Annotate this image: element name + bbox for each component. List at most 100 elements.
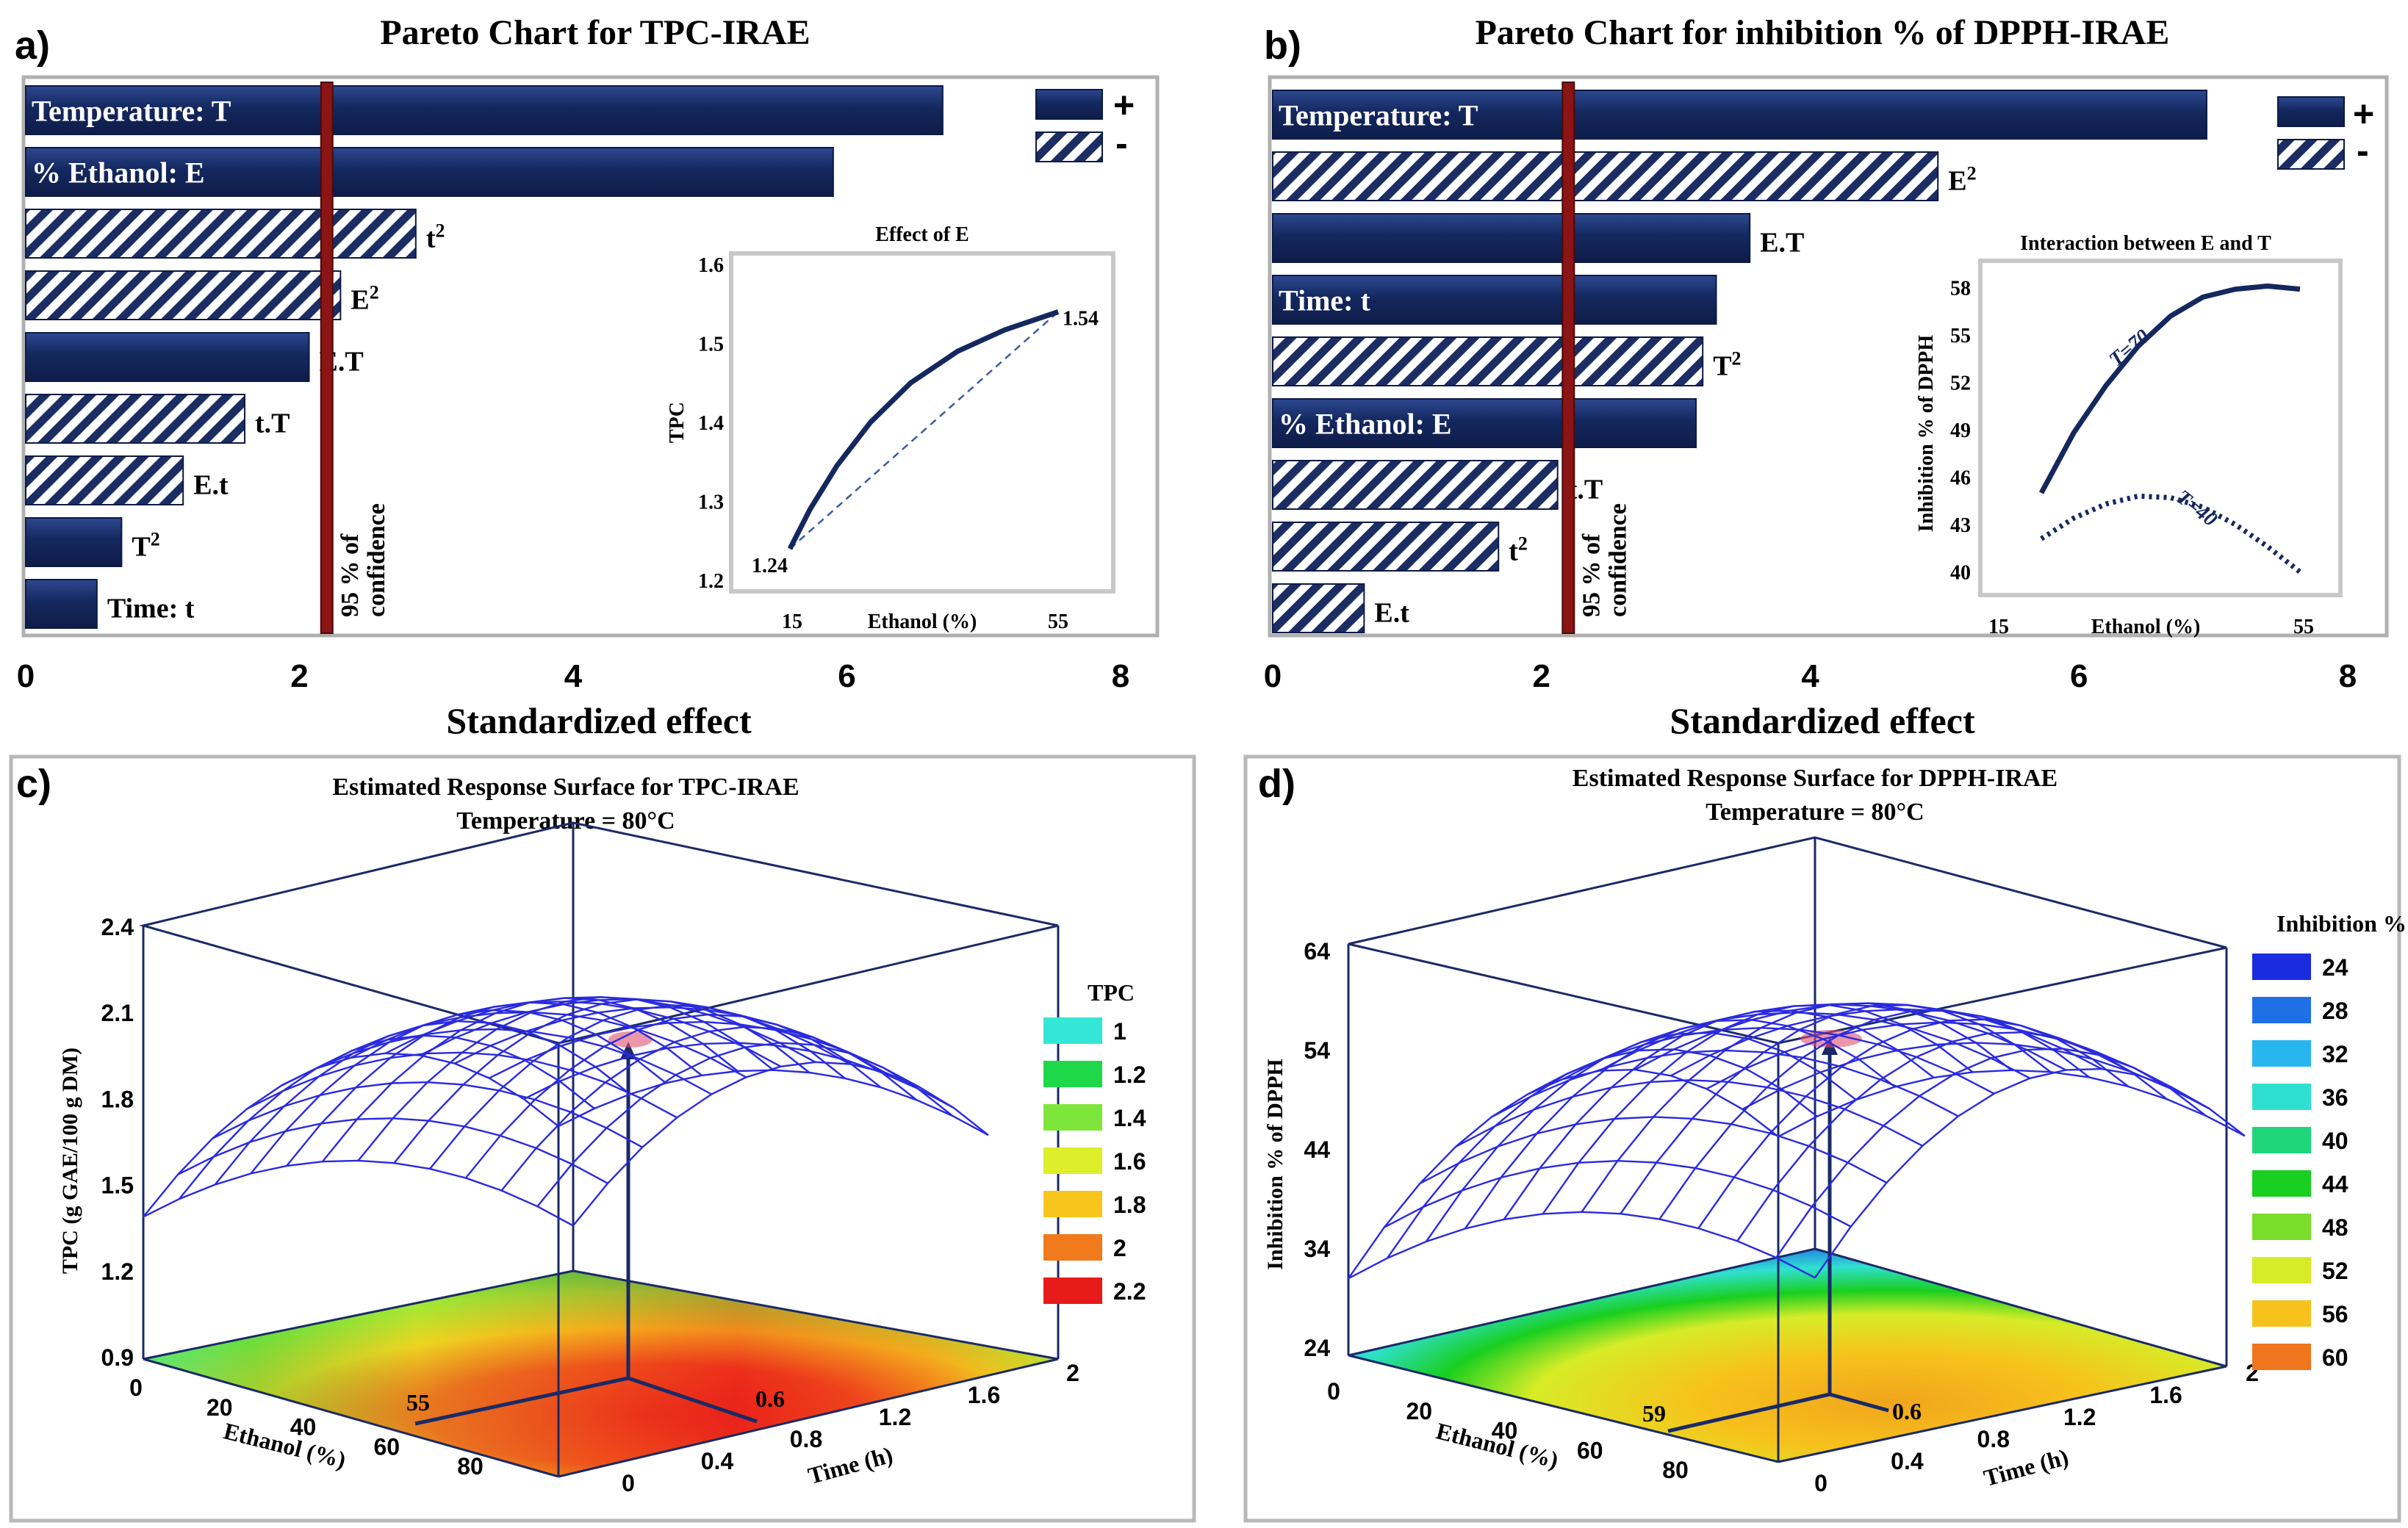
panel-label: b): [1264, 24, 1301, 68]
legend-label-0: 24: [2322, 954, 2348, 981]
inset-x-ticks: 15 55: [1988, 616, 2314, 638]
legend-swatch-2: [1043, 1104, 1102, 1131]
bar-4: [1272, 336, 1704, 386]
chart-subtitle: Temperature = 80°C: [1706, 799, 1924, 826]
mesh-line-u-11: [1742, 1042, 2210, 1110]
y-tick-3: 1.2: [879, 1404, 911, 1430]
optimum-time-label: 0.6: [755, 1385, 785, 1412]
bar-0: [1272, 90, 2207, 140]
inset-y-tick-4: 1.6: [698, 254, 724, 277]
legend-swatch-minus: [2277, 139, 2345, 170]
bar-label-0: Temperature: T: [32, 95, 231, 128]
legend-swatch-plus: [2277, 96, 2345, 127]
bars-group: Temperature: T% Ethanol: Et2E2E.Tt.TE.tT…: [25, 85, 944, 629]
legend-swatch-4: [1043, 1191, 1102, 1217]
z-tick-4: 2.1: [101, 1000, 134, 1026]
legend-label-9: 60: [2322, 1344, 2348, 1371]
optimum-ethanol-label: 59: [1642, 1400, 1666, 1427]
optimum-marker: [608, 1031, 653, 1048]
bar-1: [1272, 151, 1939, 201]
legend-label-4: 40: [2322, 1128, 2348, 1154]
inset-chord-line: [789, 311, 1059, 549]
inset-y-tick-1: 1.3: [698, 491, 724, 514]
confidence-line: [320, 82, 334, 634]
panel-label: a): [15, 24, 50, 68]
box-frame: [139, 821, 1060, 1478]
y-tick-5: 2: [1066, 1360, 1079, 1386]
inset-y-tick-2: 1.4: [698, 412, 724, 435]
inset-x-label: Ethanol (%): [2091, 616, 2201, 638]
legend-label-2: 1.4: [1113, 1105, 1146, 1131]
legend-swatch-9: [2252, 1344, 2311, 1370]
panel-label: c): [16, 762, 51, 806]
z-tick-4: 64: [1304, 938, 1330, 965]
x-tick-labels: 0 2 4 6 8: [1264, 658, 2357, 694]
inset-y-ticks: 1.2 1.3 1.4 1.5 1.6: [698, 254, 724, 593]
y-tick-3: 1.2: [2063, 1404, 2096, 1430]
legend-label-1: 28: [2322, 998, 2348, 1024]
legend-label-5: 44: [2322, 1171, 2348, 1197]
inset-frame: [729, 251, 1115, 594]
x-tick-0: 0: [1327, 1378, 1340, 1405]
bar-label-2: E.T: [1760, 227, 1804, 258]
legend-label-plus: +: [2353, 93, 2374, 134]
bar-0: [25, 85, 944, 135]
inset-x-tick-1: 55: [1048, 610, 1068, 633]
bar-label-0: Temperature: T: [1279, 99, 1478, 132]
inset-y-ticks: 40 43 46 49 52 55 58: [1950, 278, 1971, 585]
inset-y-tick-6: 58: [1950, 278, 1971, 300]
legend-label-6: 2.2: [1113, 1278, 1146, 1305]
chart-subtitle: Temperature = 80°C: [456, 807, 675, 835]
mesh-line-u-12: [558, 1069, 989, 1136]
legend-swatch-5: [2252, 1170, 2311, 1197]
inset-y-tick-4: 52: [1950, 372, 1971, 395]
bar-label-3: E2: [351, 281, 378, 315]
z-tick-0: 24: [1304, 1335, 1330, 1361]
x-tick-0: 0: [129, 1374, 143, 1401]
z-tick-3: 1.8: [101, 1086, 134, 1112]
z-tick-labels: 24 34 44 54 64: [1304, 938, 1330, 1361]
mesh-line-v-12: [1814, 1067, 2246, 1278]
y-tick-1: 0.4: [701, 1448, 734, 1474]
floor-contour: [1348, 1249, 2226, 1462]
z-tick-1: 34: [1304, 1236, 1330, 1262]
mesh-line-v-12: [572, 1061, 989, 1227]
inset-series-t40: [2040, 493, 2302, 574]
x-tick-4: 80: [457, 1453, 484, 1480]
legend-label-1: 1.2: [1113, 1062, 1146, 1088]
panel-b: b) Pareto Chart for inhibition % of DPPH…: [1264, 13, 2389, 741]
x-tick-0: 0: [1264, 658, 1282, 694]
bars-group: Temperature: T E2 E.T Time: t T2 % Ethanol: E…: [1272, 90, 2207, 633]
inset-y-tick-3: 1.5: [698, 334, 724, 356]
floor-contour-overlay: [143, 1271, 1058, 1477]
confidence-label: 95 % ofconfidence: [337, 503, 390, 617]
panel-c: c) Estimated Response Surface for TPC-IR…: [9, 754, 1196, 1523]
bar-label-4: T2: [1713, 347, 1741, 381]
y-tick-0: 0: [1814, 1470, 1827, 1496]
bar-label-1: % Ethanol: E: [32, 156, 205, 190]
legend-swatch-2: [2252, 1040, 2311, 1067]
inset-frame: [1978, 259, 2343, 597]
inset-y-label: TPC: [666, 402, 689, 443]
inset-end-label: 1.54: [1063, 308, 1099, 331]
x-tick-3: 60: [373, 1433, 400, 1460]
z-axis-label: TPC (g GAE/100 g DM): [58, 1048, 82, 1274]
y-tick-4: 1.6: [968, 1382, 1000, 1408]
x-tick-2: 40: [1492, 1418, 1518, 1444]
x-tick-2: 40: [290, 1414, 317, 1441]
bar-2: [1272, 213, 1751, 263]
inset-x-ticks: 15 55: [782, 610, 1068, 633]
legend-label-5: 2: [1113, 1235, 1126, 1261]
x-tick-3: 6: [2070, 658, 2088, 694]
legend: + -: [1035, 84, 1135, 164]
y-tick-2: 0.8: [1977, 1426, 2010, 1452]
legend-swatch-1: [1043, 1061, 1102, 1087]
x-tick-3: 60: [1577, 1437, 1603, 1463]
inset-y-tick-1: 43: [1950, 514, 1971, 537]
legend-swatch-6: [1043, 1277, 1102, 1304]
inset-x-tick-0: 15: [1988, 616, 2009, 638]
legend-swatch-1: [2252, 997, 2311, 1023]
legend-swatch-minus: [1035, 131, 1103, 162]
y-tick-labels: 0 0.4 0.8 1.2 1.6 2: [622, 1360, 1079, 1496]
